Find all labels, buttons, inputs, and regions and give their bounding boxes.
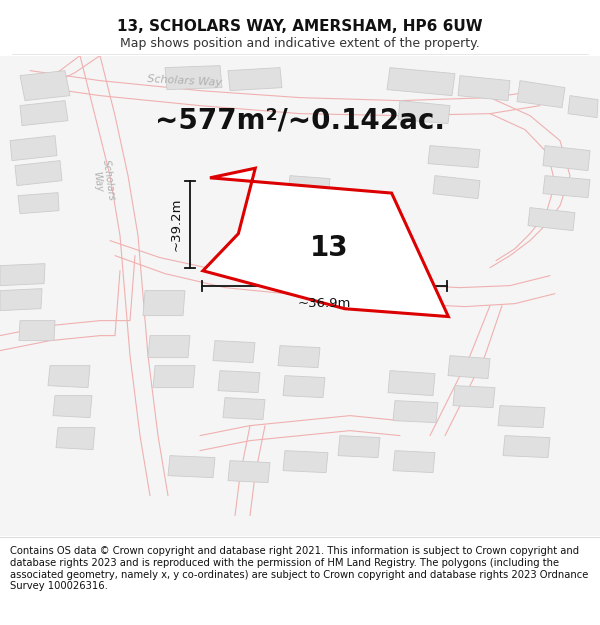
Polygon shape [388, 371, 435, 396]
Polygon shape [283, 451, 328, 472]
Polygon shape [543, 146, 590, 171]
Polygon shape [203, 168, 448, 317]
Polygon shape [223, 398, 265, 419]
Polygon shape [568, 96, 598, 118]
Polygon shape [528, 208, 575, 231]
Polygon shape [393, 401, 438, 422]
Polygon shape [153, 366, 195, 388]
Polygon shape [458, 76, 510, 101]
Text: Contains OS data © Crown copyright and database right 2021. This information is : Contains OS data © Crown copyright and d… [10, 546, 589, 591]
Text: Scholars
Way: Scholars Way [89, 159, 116, 202]
Text: Map shows position and indicative extent of the property.: Map shows position and indicative extent… [120, 38, 480, 50]
Text: Scholars Way: Scholars Way [302, 271, 377, 288]
Polygon shape [228, 461, 270, 482]
Polygon shape [278, 346, 320, 368]
Text: ~36.9m: ~36.9m [298, 297, 351, 310]
Polygon shape [20, 71, 70, 101]
Polygon shape [213, 341, 255, 362]
Polygon shape [263, 211, 300, 231]
Polygon shape [165, 66, 222, 89]
Polygon shape [168, 456, 215, 478]
Polygon shape [517, 81, 565, 107]
Polygon shape [543, 176, 590, 198]
Text: Scholars Way: Scholars Way [148, 74, 223, 88]
Polygon shape [498, 406, 545, 428]
Polygon shape [448, 356, 490, 379]
Polygon shape [218, 371, 260, 392]
Polygon shape [56, 428, 95, 449]
Polygon shape [398, 101, 450, 124]
Text: 13, SCHOLARS WAY, AMERSHAM, HP6 6UW: 13, SCHOLARS WAY, AMERSHAM, HP6 6UW [117, 19, 483, 34]
Polygon shape [503, 436, 550, 457]
Polygon shape [148, 336, 190, 357]
Polygon shape [283, 376, 325, 398]
Polygon shape [18, 192, 59, 214]
Polygon shape [433, 176, 480, 199]
Polygon shape [20, 101, 68, 126]
Polygon shape [338, 436, 380, 457]
Polygon shape [0, 289, 42, 311]
Polygon shape [0, 264, 45, 286]
Polygon shape [19, 321, 55, 341]
Polygon shape [393, 451, 435, 472]
Polygon shape [228, 68, 282, 91]
Polygon shape [453, 386, 495, 408]
Polygon shape [387, 68, 455, 96]
Text: ~39.2m: ~39.2m [170, 198, 182, 251]
Polygon shape [288, 176, 330, 199]
Polygon shape [10, 136, 57, 161]
Polygon shape [15, 161, 62, 186]
Polygon shape [143, 291, 185, 316]
Text: 13: 13 [310, 234, 348, 262]
Polygon shape [48, 366, 90, 388]
Polygon shape [428, 146, 480, 168]
Polygon shape [53, 396, 92, 418]
Text: ~577m²/~0.142ac.: ~577m²/~0.142ac. [155, 107, 445, 134]
